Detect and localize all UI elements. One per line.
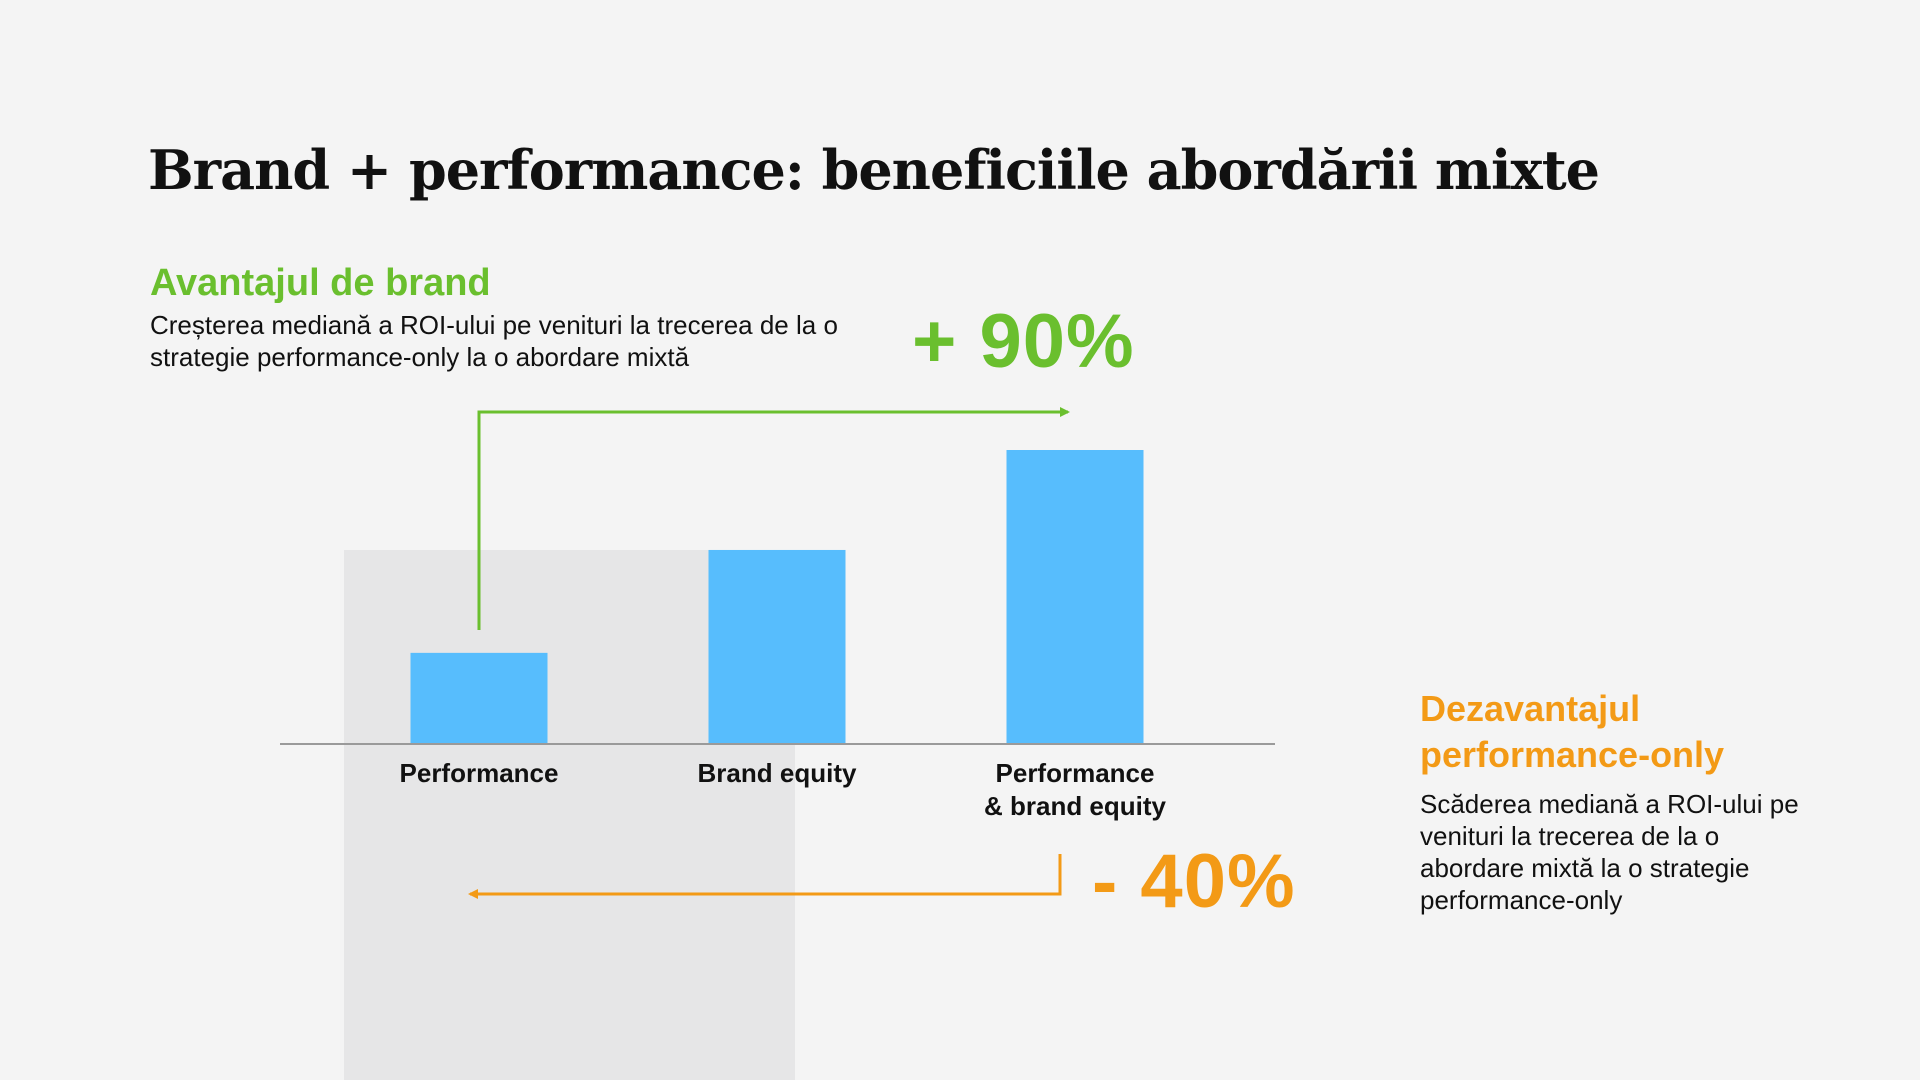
brand-advantage-description: Creșterea mediană a ROI-ului pe venituri…: [150, 310, 838, 372]
performance-disadvantage-description: Scăderea mediană a ROI-ului pe venituri …: [1420, 789, 1799, 915]
page-title: Brand + performance: beneficiile abordăr…: [148, 138, 1600, 202]
brand-advantage-value: + 90%: [912, 299, 1135, 384]
bar-3: [1006, 450, 1144, 744]
brand-advantage-arrow: [477, 407, 1070, 630]
category-label-2: Brand equity: [697, 758, 857, 788]
performance-disadvantage-block: Dezavantajul performance-only Scăderea m…: [1420, 686, 1850, 916]
category-label-1: Performance: [399, 758, 559, 788]
brand-advantage-heading: Avantajul de brand: [150, 262, 491, 304]
performance-disadvantage-arrow: [468, 854, 1062, 899]
performance-disadvantage-heading: Dezavantajul performance-only: [1420, 688, 1725, 775]
performance-disadvantage-value: - 40%: [1092, 839, 1296, 924]
bar-2: [708, 549, 846, 744]
bar-1: [410, 652, 548, 744]
brand-advantage-block: Avantajul de brand Creșterea mediană a R…: [150, 262, 870, 373]
category-label-3: Performance & brand equity: [983, 758, 1166, 821]
